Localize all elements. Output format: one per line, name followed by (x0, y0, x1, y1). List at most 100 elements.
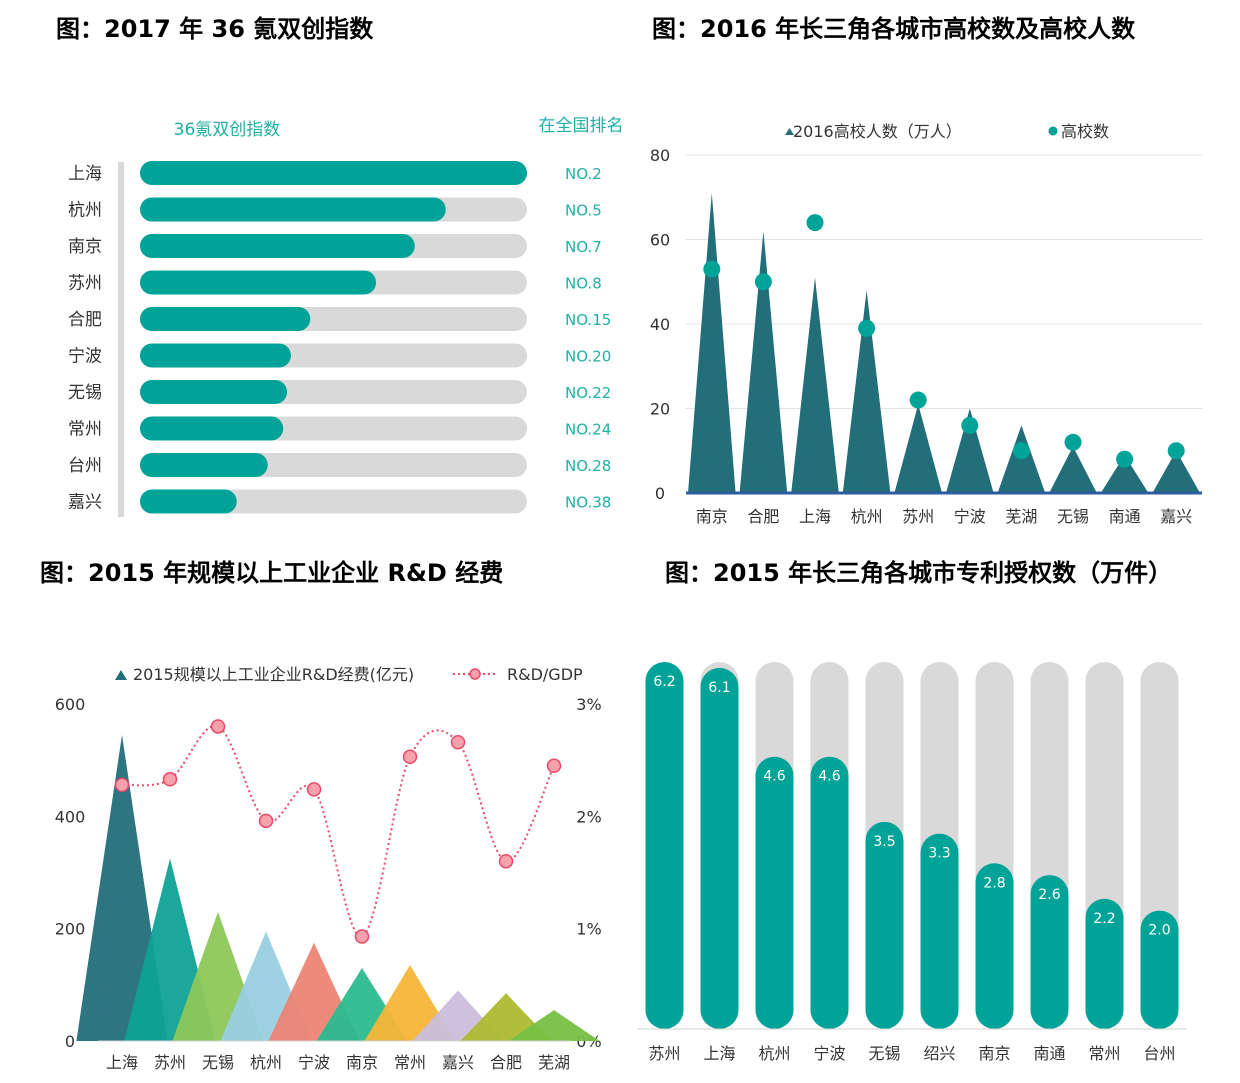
chart3-ratio-marker (210, 719, 226, 734)
chart1-bar (140, 453, 268, 477)
chart1-city-label: 杭州 (68, 201, 102, 221)
chart2-city-label: 南京 (696, 507, 728, 526)
chart1-rank-label: NO.28 (565, 457, 611, 475)
chart4-title: 图：2015 年长三角各城市专利授权数（万件） (665, 559, 1173, 587)
chart3-title: 图：2015 年规模以上工业企业 R&D 经费 (40, 559, 504, 587)
chart2-legend-dot-icon (1048, 126, 1058, 136)
chart4-column (645, 662, 684, 1029)
chart3-rd-peak (508, 1010, 600, 1041)
chart2-legend-triangle-icon (785, 128, 794, 135)
chart1-index-bars: 36氪双创指数 在全国排名 上海 NO.2 杭州 NO.5 南京 NO.7 苏州 NO.8 合肥… (68, 116, 624, 517)
chart1-city-label: 南京 (68, 237, 102, 257)
chart2-legend-universities: 高校数 (1061, 122, 1109, 141)
chart1-rank-label: NO.22 (565, 384, 611, 402)
chart4-city-label: 绍兴 (923, 1044, 955, 1063)
chart2-student-spike (791, 277, 839, 493)
chart1-bar (140, 343, 291, 368)
chart2-ytick-label: 0 (655, 484, 665, 503)
chart2-student-spike (1049, 446, 1097, 493)
chart2-university-dot (1064, 433, 1082, 451)
chart2-university-dot (961, 416, 979, 434)
chart2-legend-students: 2016高校人数（万人） (793, 122, 962, 141)
chart4-city-label: 南通 (1033, 1044, 1065, 1063)
chart3-ratio-line (121, 725, 555, 938)
chart2-student-spike (739, 231, 788, 494)
chart2-city-label: 无锡 (1057, 507, 1089, 526)
chart1-rank-label: NO.38 (565, 494, 611, 512)
chart4-patent-chart: 6.2 苏州 6.1 上海 4.6 杭州 4.6 宁波 3.5 无锡 3.3 绍兴 2.8 南京 2.6 南通… (637, 662, 1187, 1063)
chart4-value-label: 2.8 (983, 875, 1005, 891)
chart3-city-label: 宁波 (298, 1053, 330, 1072)
chart3-ratio-marker (450, 734, 466, 750)
chart2-student-spike (1152, 450, 1200, 493)
chart4-column (975, 863, 1014, 1029)
chart4-column (1140, 910, 1179, 1029)
chart2-student-spike (688, 193, 736, 493)
chart2-university-dot (754, 273, 772, 291)
chart4-column (1030, 875, 1069, 1029)
chart1-legend-rank: 在全国排名 (539, 116, 624, 136)
chart4-value-label: 2.6 (1038, 887, 1060, 903)
chart3-ratio-marker (162, 772, 178, 787)
chart4-value-label: 3.3 (928, 846, 950, 862)
chart4-value-label: 6.2 (653, 674, 675, 690)
chart2-city-label: 嘉兴 (1160, 507, 1192, 526)
chart3-legend-triangle-icon (115, 670, 127, 680)
chart1-bar (140, 489, 237, 514)
chart4-city-label: 常州 (1088, 1044, 1120, 1063)
chart4-column (700, 667, 739, 1029)
chart1-bar (140, 270, 377, 295)
chart4-column (755, 756, 794, 1029)
chart4-value-label: 3.5 (873, 834, 895, 850)
chart4-value-label: 2.2 (1093, 911, 1115, 927)
chart1-city-label: 常州 (68, 420, 102, 440)
chart3-ratio-marker (402, 749, 418, 765)
chart2-university-dot (1012, 442, 1030, 460)
chart3-city-label: 嘉兴 (442, 1053, 474, 1072)
chart1-bar (140, 234, 415, 258)
chart2-city-label: 苏州 (902, 507, 934, 526)
chart1-city-label: 宁波 (68, 347, 102, 367)
chart4-column (865, 821, 904, 1029)
chart1-rank-label: NO.7 (565, 238, 602, 256)
chart2-university-dot (1167, 442, 1185, 460)
chart2-city-label: 南通 (1109, 507, 1141, 526)
chart1-city-label: 合肥 (68, 310, 102, 330)
chart3-ratio-marker (546, 758, 562, 774)
chart2-ytick-label: 40 (650, 315, 670, 334)
chart2-university-dot (806, 214, 824, 232)
chart2-city-label: 芜湖 (1005, 507, 1037, 526)
chart1-bar (140, 380, 288, 404)
chart3-ratio-marker (306, 782, 322, 797)
chart3-city-label: 南京 (346, 1053, 378, 1072)
chart1-bar (140, 197, 446, 222)
chart4-column (1085, 898, 1124, 1029)
chart4-city-label: 无锡 (868, 1044, 900, 1063)
chart2-student-spike (946, 408, 994, 493)
chart1-bar (140, 307, 311, 331)
chart4-column (810, 756, 849, 1029)
chart1-rank-label: NO.20 (565, 348, 611, 366)
chart3-y2tick-label: 1% (576, 920, 601, 939)
chart1-city-label: 嘉兴 (68, 493, 102, 513)
chart3-city-label: 上海 (106, 1053, 138, 1072)
chart4-city-label: 台州 (1143, 1044, 1175, 1063)
chart3-ytick-label: 400 (55, 807, 86, 826)
chart4-column (920, 833, 959, 1029)
chart2-student-spike (842, 290, 891, 493)
chart3-rd-chart: 2015规模以上工业企业R&D经费(亿元) R&D/GDP 0 200 400 600… (55, 665, 602, 1072)
chart2-university-dot (1116, 450, 1134, 468)
chart2-university-dot (858, 319, 876, 337)
chart3-legend-marker-icon (469, 668, 481, 680)
chart2-city-label: 上海 (799, 507, 831, 526)
chart1-city-label: 上海 (68, 164, 102, 184)
chart3-ratio-marker (354, 929, 370, 944)
chart1-rank-label: NO.8 (565, 275, 602, 293)
chart2-city-label: 合肥 (747, 507, 779, 526)
chart1-rank-label: NO.2 (565, 165, 602, 183)
chart1-rank-label: NO.5 (565, 202, 602, 220)
chart3-ytick-label: 600 (55, 695, 86, 714)
chart2-university-dot (703, 260, 721, 278)
chart1-city-label: 无锡 (68, 383, 102, 403)
